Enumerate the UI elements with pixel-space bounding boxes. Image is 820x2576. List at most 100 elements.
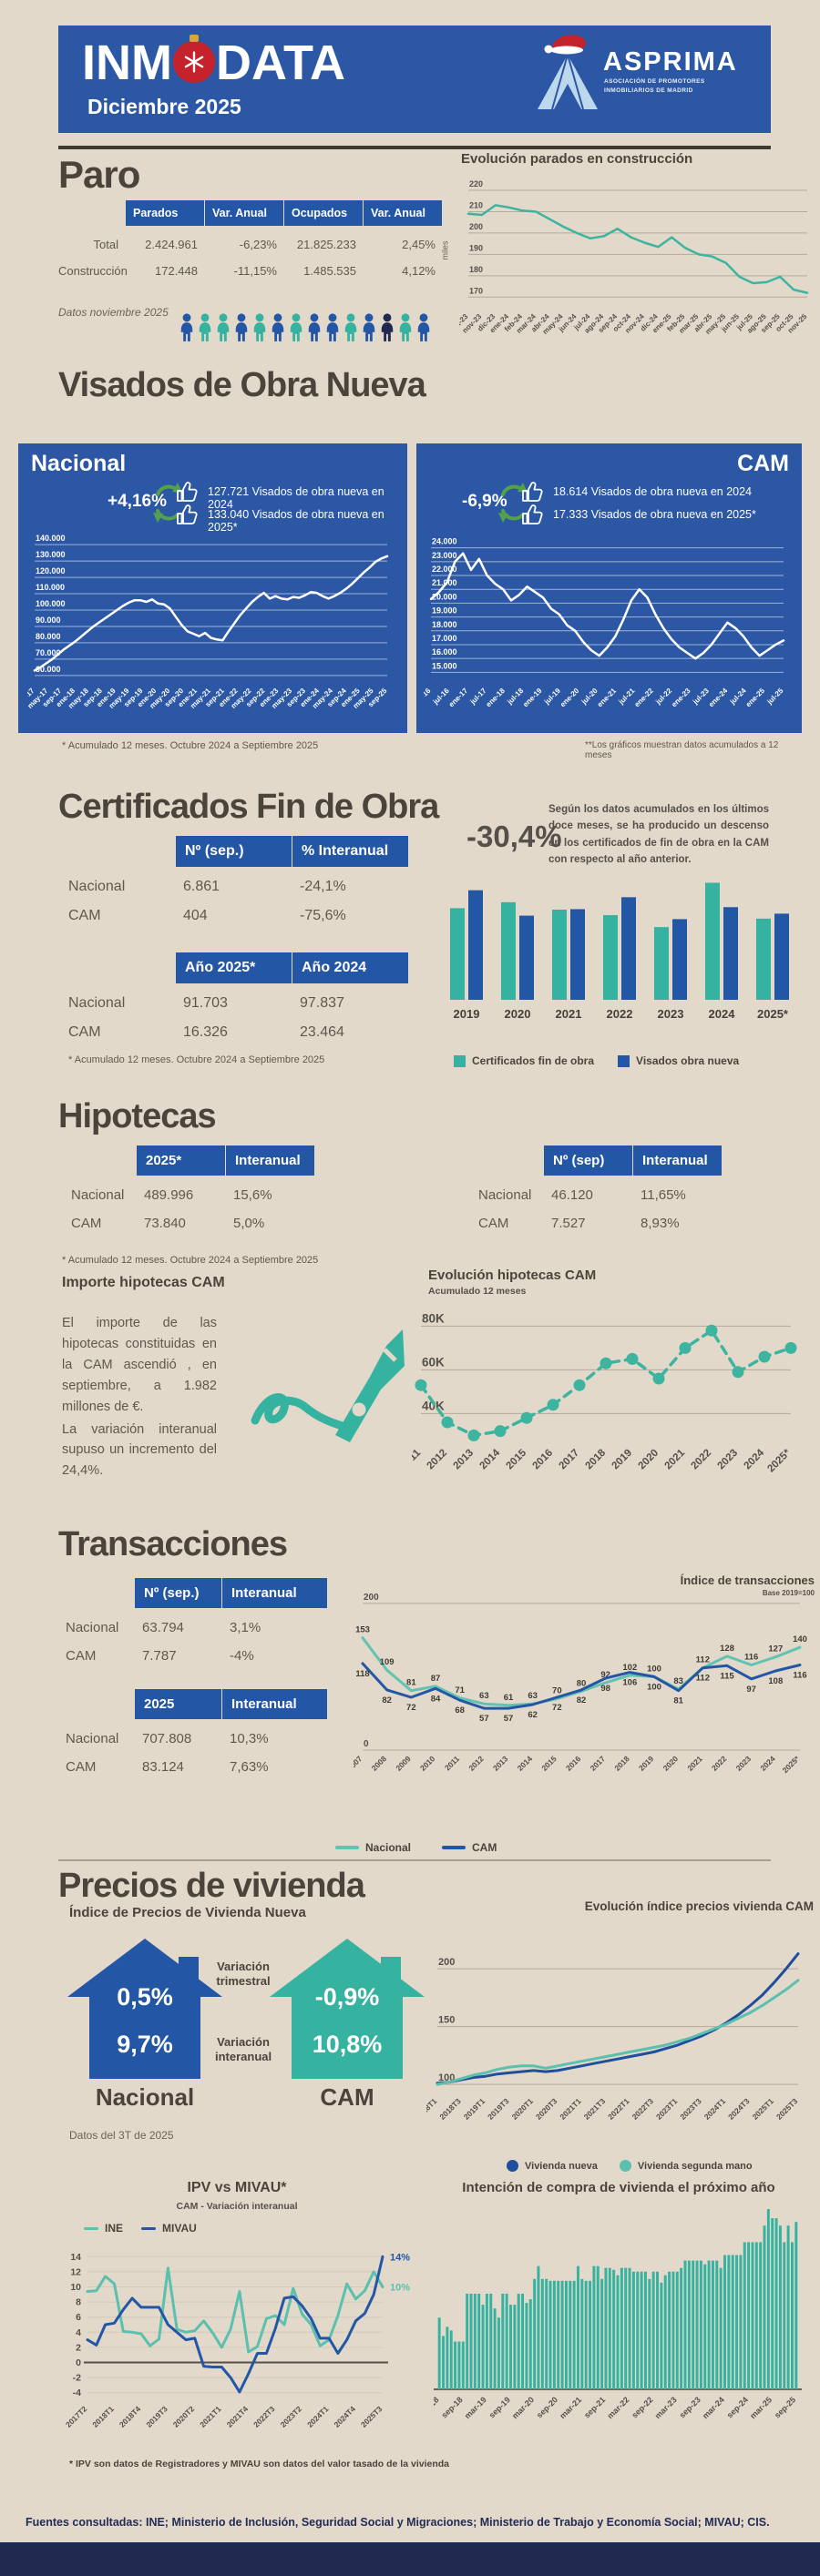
svg-text:70: 70 <box>552 1686 562 1696</box>
tra-legend-swatch-cam <box>442 1846 466 1849</box>
ipv-legend-label: MIVAU <box>162 2222 197 2235</box>
svg-text:90.000: 90.000 <box>36 616 61 625</box>
cert-header: Año 2024 <box>292 952 408 983</box>
svg-text:16.000: 16.000 <box>432 647 457 657</box>
cam-var-interanual: 10,8% <box>312 2031 383 2058</box>
svg-text:2021: 2021 <box>556 1007 582 1021</box>
label-variacion-interanual: Variación interanual <box>215 2035 272 2064</box>
svg-text:2024: 2024 <box>743 1447 767 1471</box>
house-icon-nacional <box>67 1939 222 2079</box>
ipv-footnote: * IPV son datos de Registradores y MIVAU… <box>69 2459 450 2469</box>
paro-cell: 2,45% <box>402 238 436 251</box>
hipotecas-table-1: 2025* Interanual Nacional 489.996 15,6% … <box>71 1145 315 1237</box>
section-title-hipotecas: Hipotecas <box>58 1097 217 1135</box>
svg-text:18.000: 18.000 <box>432 620 457 629</box>
brand-post: DATA <box>215 36 345 90</box>
cert-legend-label: Visados obra nueva <box>636 1054 740 1067</box>
pre-legend-label: Vivienda nueva <box>525 2160 598 2172</box>
svg-text:mar-23: mar-23 <box>653 2395 679 2420</box>
paro-chart-ylabel: miles <box>440 240 450 260</box>
svg-text:2022T3: 2022T3 <box>251 2404 277 2429</box>
svg-text:sep-20: sep-20 <box>535 2395 559 2419</box>
cert-cell: 23.464 <box>300 1024 344 1040</box>
thumbs-up-icon <box>522 482 543 502</box>
visados-nacional-2024: 127.721 Visados de obra nueva en 2024 <box>208 485 384 511</box>
certificados-bar-chart: 2019 2020 2021 2022 2023 2024 2025* <box>436 876 804 1023</box>
svg-text:100: 100 <box>647 1664 661 1674</box>
svg-text:2024: 2024 <box>709 1007 736 1021</box>
svg-text:2014: 2014 <box>516 1754 535 1773</box>
house-label-cam: CAM <box>320 2083 374 2111</box>
importe-paragraph-2: La variación interanual supuso un increm… <box>62 1421 217 1479</box>
hipotecas-cam-chart: 80K 60K 40K 2011 2012 2013 2014 2015 2016 2017 201… <box>399 1300 809 1495</box>
panel-title-cam: CAM <box>737 451 789 476</box>
svg-text:97: 97 <box>746 1685 756 1695</box>
svg-text:2018T1: 2018T1 <box>426 2096 439 2122</box>
hip-cell: 8,93% <box>641 1216 680 1231</box>
svg-text:170: 170 <box>469 286 483 295</box>
svg-text:109: 109 <box>380 1657 395 1667</box>
svg-text:87: 87 <box>431 1674 441 1684</box>
svg-text:220: 220 <box>469 179 483 188</box>
footer-bar <box>0 2542 820 2576</box>
svg-text:2019: 2019 <box>637 1754 656 1773</box>
svg-text:-4: -4 <box>73 2388 81 2398</box>
svg-text:62: 62 <box>528 1710 538 1720</box>
svg-text:2012: 2012 <box>466 1754 486 1773</box>
svg-text:ene-25: ene-25 <box>744 687 767 709</box>
svg-text:6: 6 <box>76 2312 81 2323</box>
thumbs-up-icon <box>177 482 198 502</box>
svg-text:15.000: 15.000 <box>432 661 457 670</box>
svg-text:10%: 10% <box>390 2283 410 2294</box>
svg-text:2017T2: 2017T2 <box>64 2404 89 2429</box>
svg-text:mar-18: mar-18 <box>434 2395 441 2420</box>
svg-text:2025T3: 2025T3 <box>359 2404 384 2429</box>
svg-text:2022T1: 2022T1 <box>606 2096 631 2122</box>
svg-text:2018T3: 2018T3 <box>437 2096 463 2122</box>
svg-text:81: 81 <box>673 1696 683 1706</box>
importe-paragraph-1: El importe de las hipotecas constituidas… <box>62 1316 217 1414</box>
svg-text:108: 108 <box>768 1676 783 1686</box>
ipv-legend-swatch-mivau <box>141 2226 157 2230</box>
visados-footnote-left: * Acumulado 12 meses. Octubre 2024 a Sep… <box>62 740 319 751</box>
svg-text:2024: 2024 <box>758 1754 777 1773</box>
tra-cell: 707.808 <box>142 1731 192 1746</box>
svg-text:mar-20: mar-20 <box>510 2395 536 2420</box>
svg-text:190: 190 <box>469 243 483 252</box>
svg-text:2018: 2018 <box>584 1447 609 1471</box>
panel-title-nacional: Nacional <box>31 451 127 476</box>
snowflake-icon <box>184 51 204 73</box>
svg-text:2023: 2023 <box>734 1754 753 1773</box>
svg-text:21.000: 21.000 <box>432 578 457 587</box>
svg-text:jul-25: jul-25 <box>765 687 785 707</box>
svg-text:2024T1: 2024T1 <box>305 2404 331 2429</box>
svg-text:sep-23: sep-23 <box>678 2395 702 2419</box>
paro-cell: 4,12% <box>402 264 436 278</box>
transacciones-table-1: Nº (sep.) Interanual Nacional 63.794 3,1… <box>66 1578 328 1670</box>
cycle-arrows-icon <box>153 483 182 523</box>
svg-text:57: 57 <box>479 1714 489 1724</box>
paro-row-label: Total <box>93 238 118 251</box>
tra-row-label: Nacional <box>66 1731 119 1746</box>
svg-text:2025*: 2025* <box>765 1447 793 1474</box>
sources-text: Fuentes consultadas: INE; Ministerio de … <box>26 2516 770 2529</box>
svg-text:57: 57 <box>504 1714 514 1724</box>
visados-cam-chart: 24.000 23.000 22.000 21.000 20.000 19.000 18.0… <box>410 529 794 726</box>
asprima-wordmark: ASPRIMA <box>603 47 738 76</box>
svg-text:2020: 2020 <box>661 1754 681 1773</box>
transacciones-chart-subtitle: Base 2019=100 <box>762 1589 815 1597</box>
svg-text:120.000: 120.000 <box>36 566 66 575</box>
paro-cell: 2.424.961 <box>145 238 198 251</box>
svg-text:mar-19: mar-19 <box>463 2395 488 2420</box>
paro-header: Ocupados <box>284 200 363 226</box>
svg-text:2022T3: 2022T3 <box>630 2096 656 2122</box>
certificados-table-2: Año 2025* Año 2024 Nacional 91.703 97.83… <box>68 952 409 1047</box>
cert-cell: 16.326 <box>183 1024 228 1040</box>
svg-text:2015: 2015 <box>505 1447 529 1471</box>
cert-legend-label: Certificados fin de obra <box>472 1054 595 1067</box>
asprima-subtitle-2: INMOBILIARIOS DE MADRID <box>604 87 693 94</box>
ipv-legend: INE MIVAU <box>84 2222 197 2235</box>
svg-text:116: 116 <box>793 1671 806 1681</box>
cam-var-trimestral: -0,9% <box>314 1983 380 2011</box>
hip-cell: 46.120 <box>551 1187 593 1203</box>
